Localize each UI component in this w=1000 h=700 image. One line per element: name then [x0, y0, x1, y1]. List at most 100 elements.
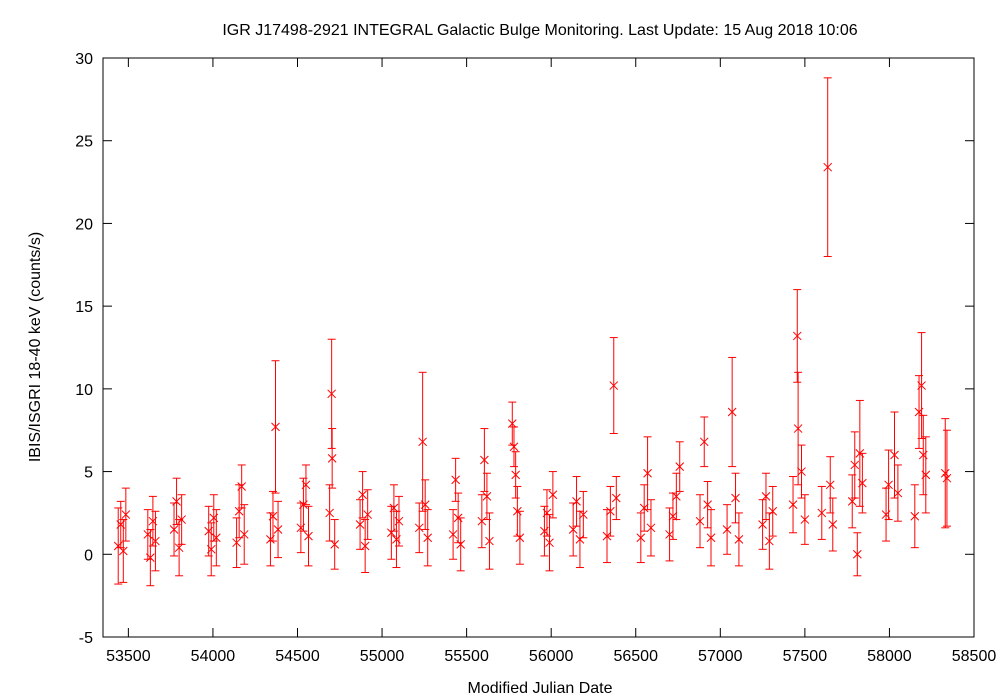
x-marker	[703, 500, 712, 510]
x-marker	[418, 437, 428, 447]
x-tick-label: 57500	[783, 648, 828, 665]
x-marker	[360, 541, 370, 551]
x-marker	[671, 492, 681, 501]
data-point	[511, 451, 521, 499]
data-point	[828, 497, 838, 552]
data-point	[797, 444, 806, 499]
x-marker	[211, 533, 221, 543]
data-point	[703, 480, 712, 529]
x-marker	[482, 492, 492, 501]
data-point	[646, 499, 656, 557]
data-point	[921, 436, 931, 514]
x-marker	[695, 516, 705, 526]
x-marker	[825, 480, 835, 490]
data-point	[917, 332, 926, 439]
data-point	[695, 494, 705, 549]
x-marker	[942, 473, 952, 483]
axis-ticks: 53500 54000 54500 55000 55500 56000 56500 57000…	[75, 51, 996, 665]
x-marker	[548, 490, 558, 500]
data-point	[174, 519, 184, 577]
x-marker	[206, 544, 216, 554]
x-marker	[327, 389, 337, 399]
data-point	[485, 512, 494, 570]
x-marker	[325, 508, 334, 518]
data-point	[793, 371, 803, 486]
data-point	[146, 528, 155, 587]
data-point	[636, 512, 646, 564]
data-point	[884, 449, 893, 521]
data-point	[169, 502, 179, 557]
data-point	[325, 484, 334, 542]
x-marker	[761, 492, 771, 501]
data-point	[327, 338, 337, 449]
x-axis-label: Modified Julian Date	[468, 680, 613, 697]
x-marker	[675, 462, 685, 471]
x-marker	[847, 496, 857, 506]
data-point	[668, 492, 678, 540]
data-point	[881, 487, 891, 542]
data-point	[643, 436, 652, 511]
x-marker	[121, 510, 131, 519]
data-point	[572, 476, 581, 527]
data-point	[942, 429, 952, 527]
y-tick-label: -5	[79, 630, 93, 647]
data-point	[823, 77, 833, 258]
data-point	[177, 494, 186, 545]
data-point	[394, 495, 404, 547]
x-marker	[643, 468, 652, 478]
y-tick-label: 20	[75, 216, 93, 233]
data-point	[706, 509, 716, 567]
data-point	[545, 514, 554, 572]
data-point	[271, 360, 280, 494]
x-marker	[768, 506, 778, 516]
data-point	[850, 431, 860, 499]
x-marker	[646, 523, 656, 533]
x-marker	[172, 496, 181, 506]
x-marker	[420, 500, 430, 510]
data-point	[858, 452, 867, 514]
x-marker	[456, 540, 466, 549]
x-marker	[797, 467, 806, 476]
data-point	[420, 479, 430, 530]
x-marker	[394, 516, 404, 526]
data-point	[304, 505, 313, 567]
data-point	[330, 519, 340, 570]
data-point	[540, 505, 549, 557]
x-marker	[910, 511, 920, 521]
data-point	[456, 517, 466, 572]
x-marker	[793, 424, 803, 433]
x-marker	[177, 515, 186, 524]
x-marker	[828, 520, 838, 529]
x-marker	[665, 530, 674, 539]
data-point	[237, 464, 247, 509]
data-point	[118, 519, 128, 583]
data-point	[121, 487, 131, 542]
data-point	[639, 484, 649, 532]
data-point	[731, 472, 740, 524]
x-marker	[668, 511, 678, 521]
data-point	[568, 502, 578, 557]
data-point	[301, 464, 311, 506]
data-point	[418, 371, 428, 512]
x-marker	[706, 533, 716, 543]
x-marker	[358, 490, 367, 500]
data-point	[448, 509, 458, 560]
x-marker	[509, 442, 519, 452]
x-marker	[884, 480, 893, 490]
data-point	[423, 509, 433, 567]
x-tick-label: 55000	[360, 648, 405, 665]
x-marker	[578, 510, 588, 519]
x-marker	[940, 468, 950, 478]
data-point	[768, 485, 778, 537]
data-point	[232, 517, 241, 569]
data-point	[940, 418, 950, 529]
x-marker	[389, 503, 399, 513]
y-axis-label: IBIS/ISGRI 18-40 keV (counts/s)	[27, 232, 44, 462]
x-marker	[118, 546, 128, 556]
data-point	[665, 507, 674, 562]
x-marker	[232, 538, 241, 548]
x-marker	[273, 525, 283, 534]
x-marker	[480, 455, 489, 465]
x-marker	[268, 511, 278, 521]
data-point	[699, 416, 709, 468]
